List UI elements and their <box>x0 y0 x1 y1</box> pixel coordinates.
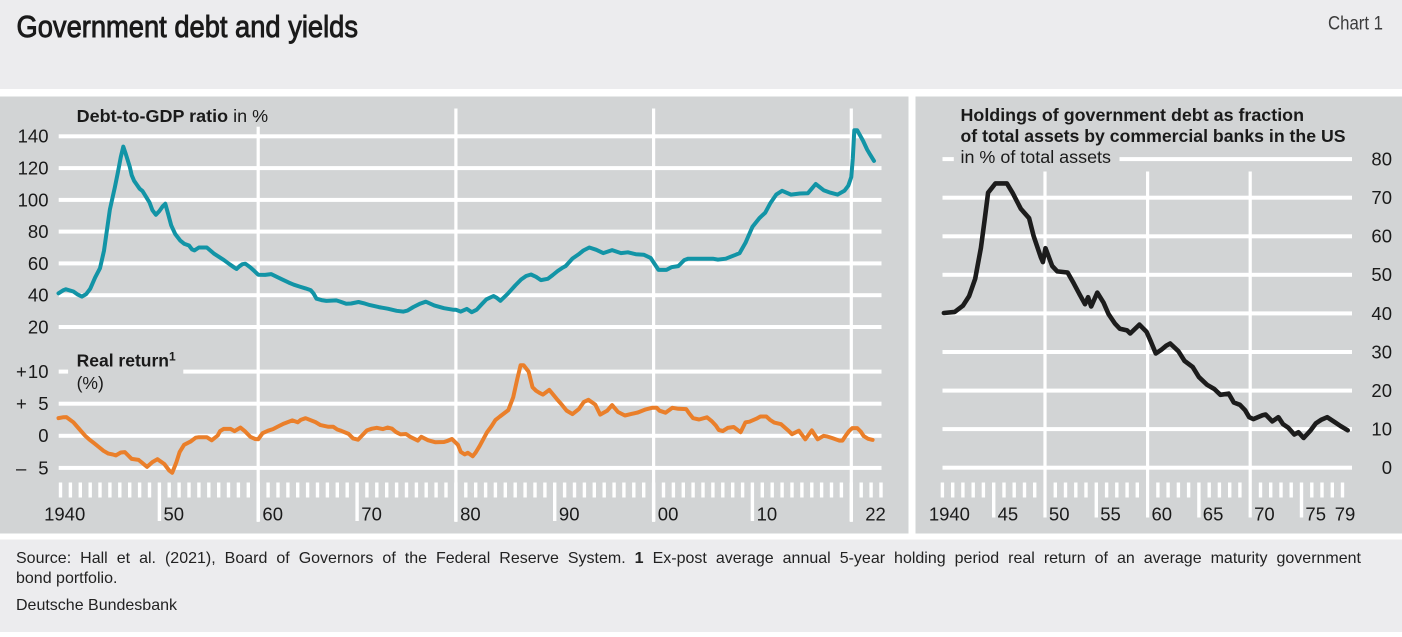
svg-text:50: 50 <box>164 504 185 525</box>
svg-text:+: + <box>16 361 27 382</box>
svg-text:80: 80 <box>28 221 49 242</box>
svg-text:60: 60 <box>1152 504 1173 525</box>
svg-text:Real return1: Real return1 <box>77 350 176 371</box>
svg-text:79: 79 <box>1335 504 1356 525</box>
svg-text:Debt-to-GDP ratio in %: Debt-to-GDP ratio in % <box>77 106 269 126</box>
svg-text:60: 60 <box>28 253 49 274</box>
svg-text:90: 90 <box>559 504 580 525</box>
svg-text:100: 100 <box>18 189 49 210</box>
svg-text:140: 140 <box>18 126 49 147</box>
svg-text:00: 00 <box>658 504 679 525</box>
svg-text:45: 45 <box>998 504 1019 525</box>
svg-text:70: 70 <box>361 504 382 525</box>
svg-text:of total assets by commercial: of total assets by commercial banks in t… <box>961 126 1346 146</box>
svg-text:40: 40 <box>1371 303 1392 324</box>
svg-text:50: 50 <box>1049 504 1070 525</box>
svg-text:–: – <box>16 457 27 478</box>
svg-text:1940: 1940 <box>929 504 970 525</box>
svg-text:60: 60 <box>1371 226 1392 247</box>
svg-text:10: 10 <box>28 361 49 382</box>
svg-text:Chart 1: Chart 1 <box>1328 14 1383 35</box>
svg-text:5: 5 <box>38 457 48 478</box>
svg-text:50: 50 <box>1371 264 1392 285</box>
svg-text:60: 60 <box>262 504 283 525</box>
svg-text:22: 22 <box>865 504 886 525</box>
svg-text:10: 10 <box>1371 419 1392 440</box>
svg-text:65: 65 <box>1203 504 1224 525</box>
svg-text:120: 120 <box>18 158 49 179</box>
svg-text:5: 5 <box>38 393 48 414</box>
svg-text:1940: 1940 <box>44 504 85 525</box>
svg-text:0: 0 <box>38 425 48 446</box>
svg-text:80: 80 <box>1371 149 1392 170</box>
svg-text:70: 70 <box>1371 187 1392 208</box>
svg-text:40: 40 <box>28 285 49 306</box>
svg-text:55: 55 <box>1100 504 1121 525</box>
svg-text:+: + <box>16 393 27 414</box>
svg-text:80: 80 <box>460 504 481 525</box>
svg-text:(%): (%) <box>77 373 104 393</box>
svg-text:0: 0 <box>1382 457 1392 478</box>
svg-text:10: 10 <box>757 504 778 525</box>
svg-text:20: 20 <box>28 316 49 337</box>
svg-text:75: 75 <box>1305 504 1326 525</box>
svg-text:in % of total assets: in % of total assets <box>961 147 1112 167</box>
svg-text:70: 70 <box>1254 504 1275 525</box>
svg-text:Holdings of government debt as: Holdings of government debt as fraction <box>961 105 1305 125</box>
svg-text:Government debt and yields: Government debt and yields <box>17 9 359 44</box>
svg-text:20: 20 <box>1371 380 1392 401</box>
svg-text:30: 30 <box>1371 341 1392 362</box>
